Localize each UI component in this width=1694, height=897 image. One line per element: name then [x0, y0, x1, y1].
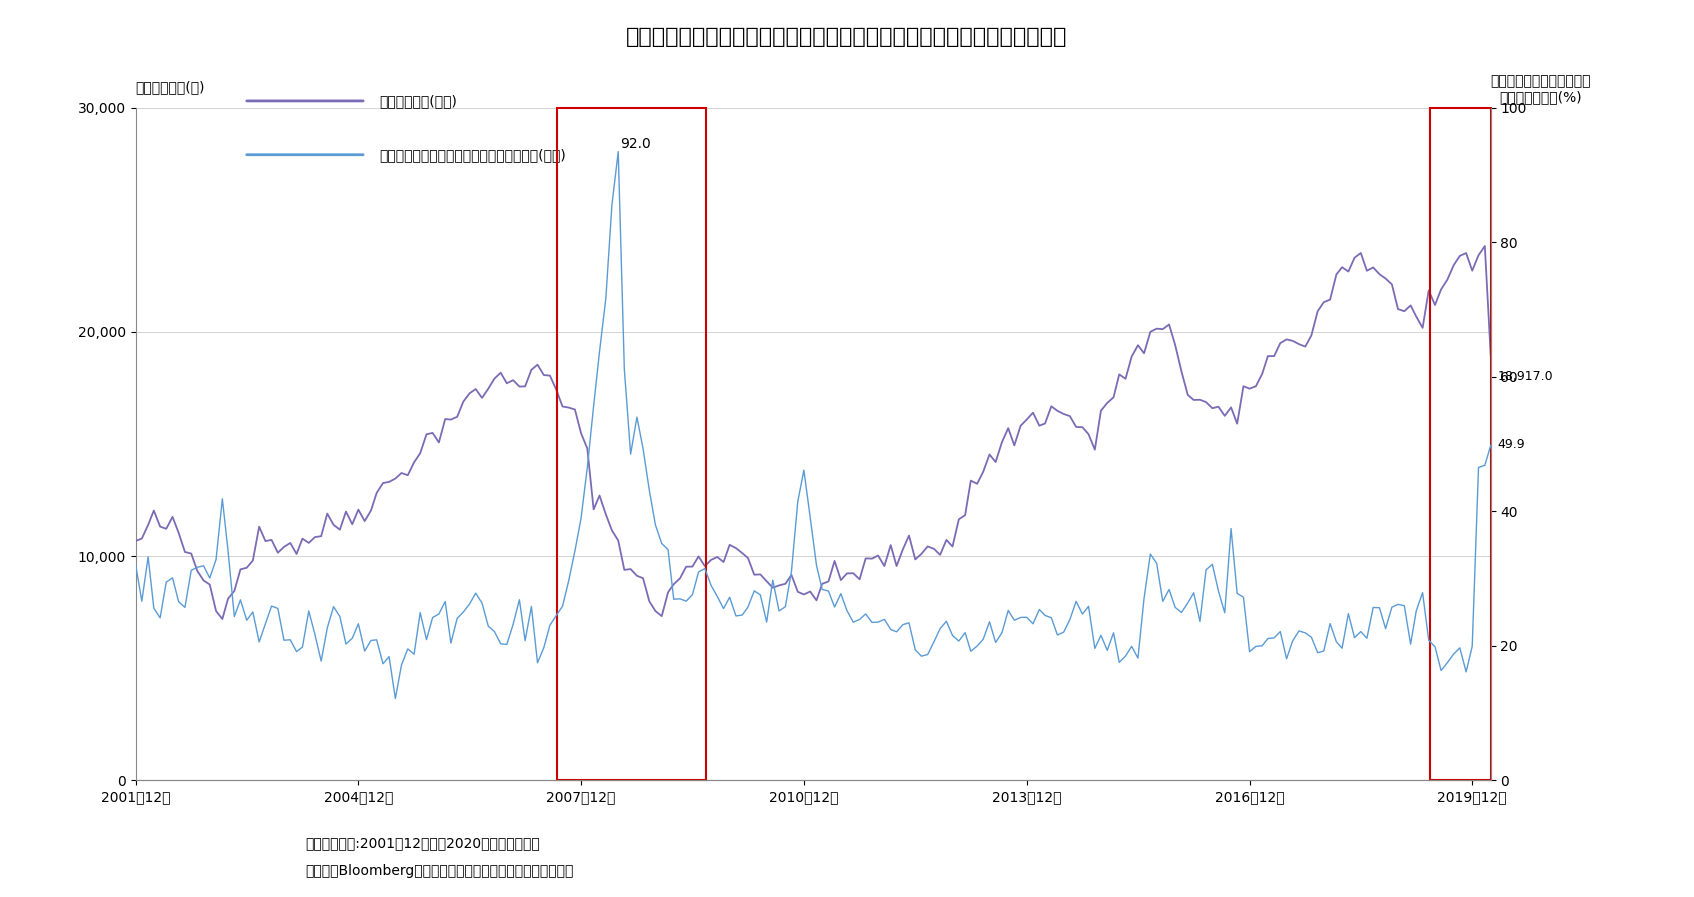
Text: 18,917.0: 18,917.0 [1497, 370, 1553, 383]
Text: 日経平均ボラティリティー
・インデックス(%): 日経平均ボラティリティー ・インデックス(%) [1491, 74, 1591, 104]
Text: 日経平均株価(左軸): 日経平均株価(左軸) [379, 94, 457, 108]
Bar [1430, 108, 1491, 780]
Text: （注）　期間:2001年12月末～2020年３月末　月次: （注） 期間:2001年12月末～2020年３月末 月次 [305, 837, 540, 850]
Text: 92.0: 92.0 [620, 137, 650, 151]
Text: （出所）Bloombergのデータをもとにニッセイ基礎研究所作成: （出所）Bloombergのデータをもとにニッセイ基礎研究所作成 [305, 864, 573, 877]
Bar [557, 108, 706, 780]
Text: 日経平均ボラティリティー・インデックス(右軸): 日経平均ボラティリティー・インデックス(右軸) [379, 148, 566, 161]
Text: 日経平均株価(円): 日経平均株価(円) [136, 80, 205, 94]
Text: 図表１　日経平均株価と日経平均ボラティリティー・インデックスの推移: 図表１ 日経平均株価と日経平均ボラティリティー・インデックスの推移 [627, 27, 1067, 47]
Text: 49.9: 49.9 [1497, 439, 1525, 451]
